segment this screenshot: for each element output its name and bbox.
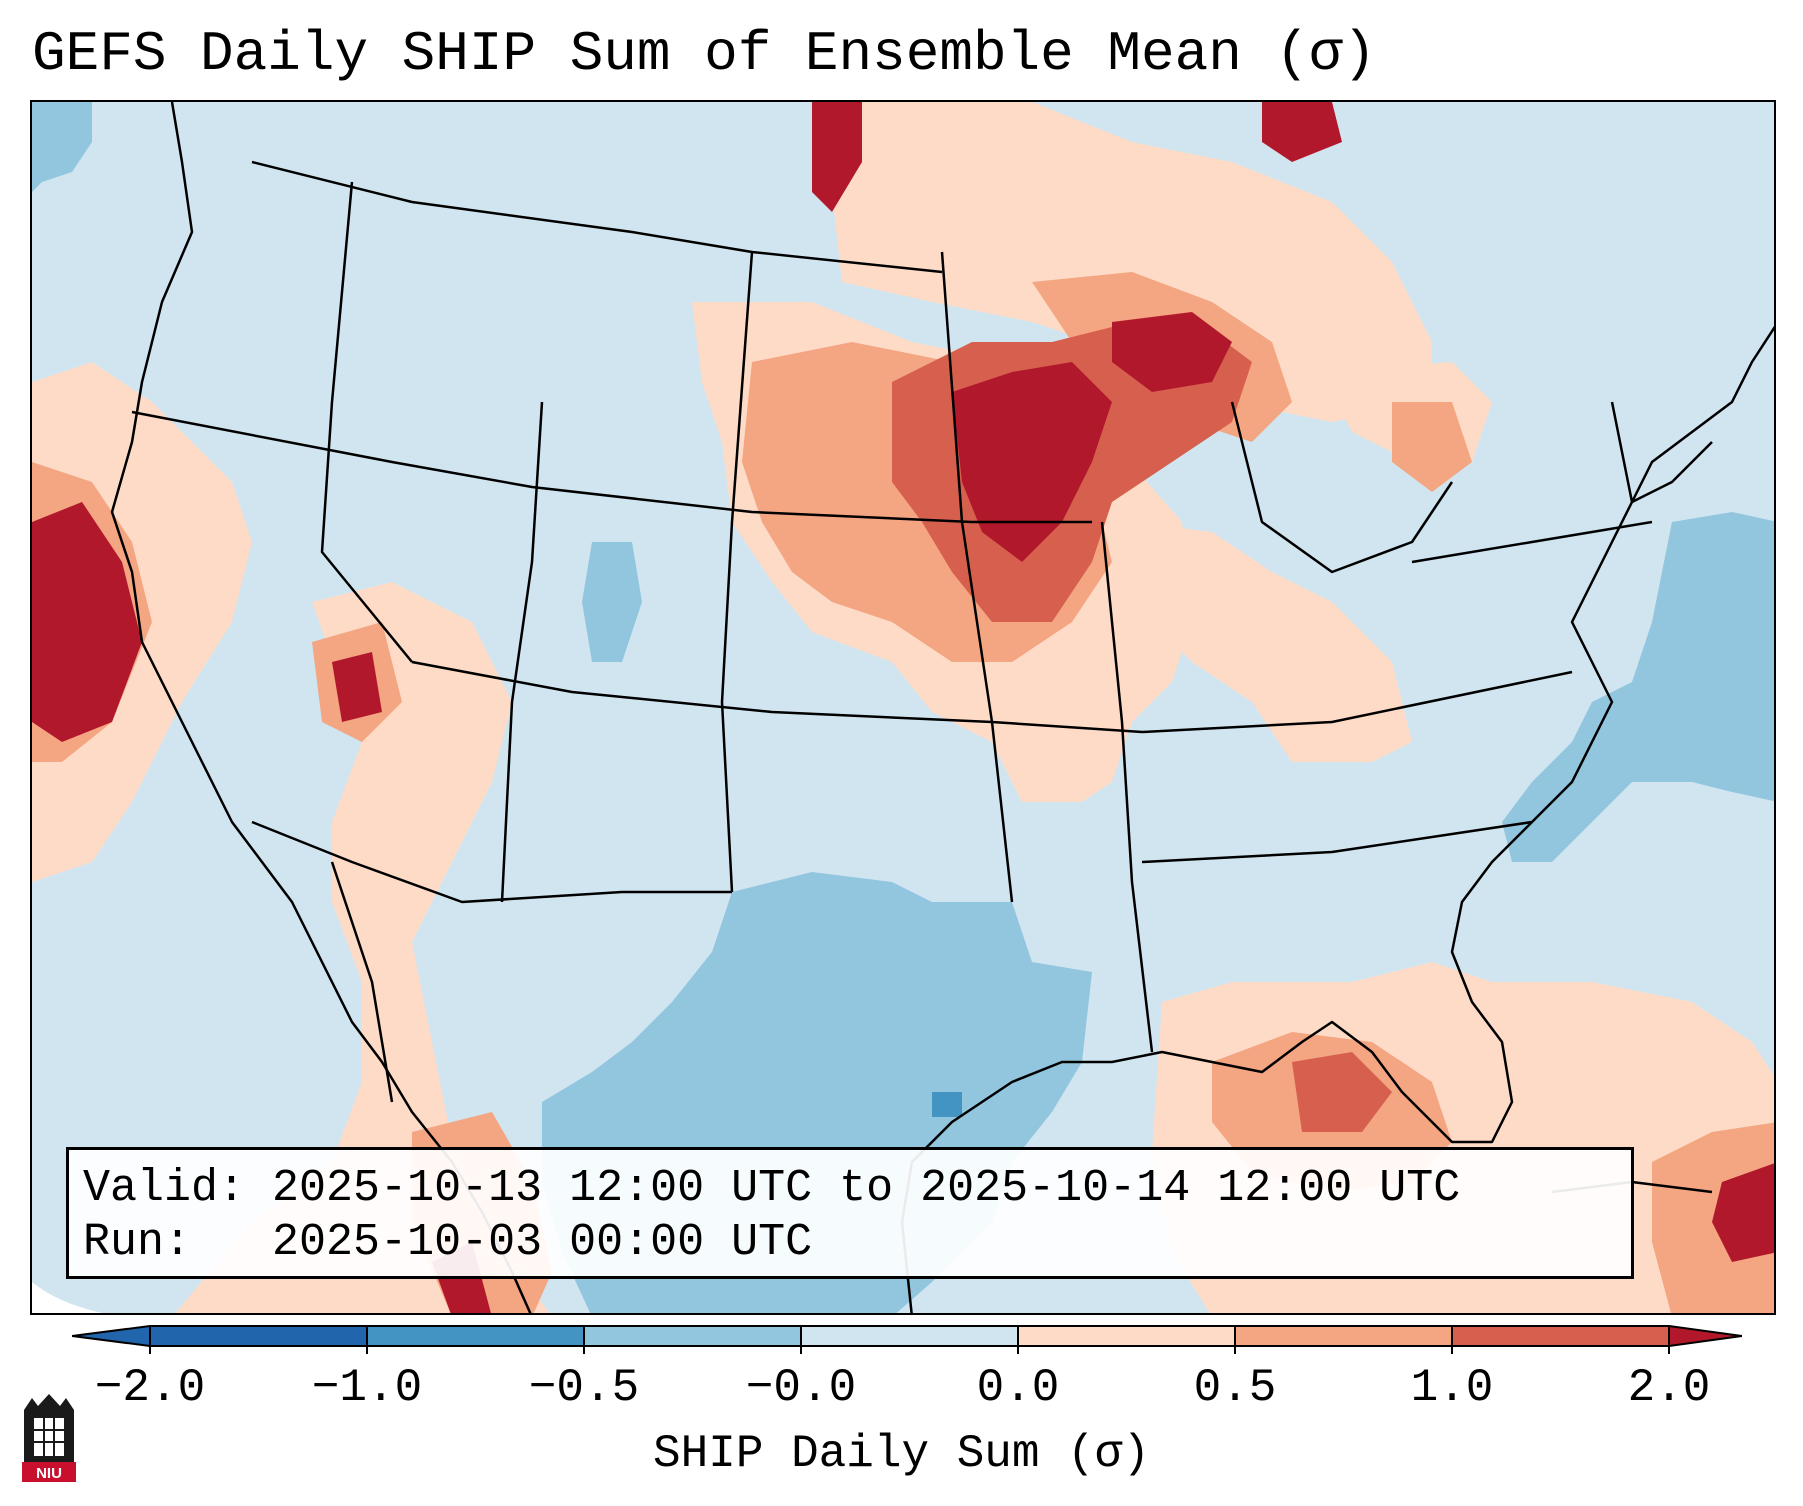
anomaly-core-superior <box>1112 312 1232 392</box>
border-canada <box>251 160 943 274</box>
border-line-11 <box>1411 520 1653 564</box>
anomaly-core-caribbean <box>1712 1163 1774 1262</box>
border-line-5 <box>500 401 544 903</box>
colorbar-segment <box>801 1326 1018 1346</box>
run-label: Run: <box>83 1217 192 1268</box>
valid-line: Valid: 2025-10-13 12:00 UTC to 2025-10-1… <box>83 1162 1631 1216</box>
boundaries <box>110 102 1774 1313</box>
anomaly-region-ontario-strong <box>1392 402 1472 492</box>
colorbar-tick-label: −0.0 <box>745 1362 857 1414</box>
valid-label: Valid: <box>83 1163 246 1214</box>
anomaly-core-ontario-north <box>1262 102 1342 162</box>
anomaly-region-ohio-valley <box>1132 522 1412 762</box>
colorbar-segment <box>1452 1326 1669 1346</box>
colorbar-tick-label: 0.0 <box>976 1362 1060 1414</box>
coastline-pacific <box>110 102 532 1313</box>
map-canvas <box>32 102 1774 1313</box>
great-lakes-outline <box>1230 401 1454 574</box>
border-line-4 <box>320 181 413 663</box>
colorbar-ticks <box>149 1326 1670 1354</box>
colorbar-tick-label: 2.0 <box>1627 1362 1711 1414</box>
chart-title: GEFS Daily SHIP Sum of Ensemble Mean (σ) <box>32 22 1377 86</box>
logo-banner <box>22 1462 76 1482</box>
anomaly-region-caribbean <box>1652 1122 1774 1313</box>
colorbar-extend-left <box>72 1326 150 1346</box>
border-line-7 <box>940 251 1014 903</box>
border-line-10 <box>1141 820 1533 864</box>
colorbar-segment <box>150 1326 367 1346</box>
border-line-2 <box>411 660 1143 734</box>
colorbar-tick-label: −1.0 <box>311 1362 423 1414</box>
anomaly-core-gulf <box>1292 1052 1392 1132</box>
anomaly-blob-atlantic <box>1502 512 1774 862</box>
border-line-6 <box>720 251 754 893</box>
colorbar-label: SHIP Daily Sum (σ) <box>653 1428 1150 1480</box>
colorbar-extend-right <box>1669 1326 1742 1346</box>
colorbar-tick-label: 0.5 <box>1193 1362 1277 1414</box>
projection-edge <box>32 1282 102 1313</box>
border-new-england <box>1610 401 1713 504</box>
colorbar-tick-label: 1.0 <box>1410 1362 1494 1414</box>
run-line: Run: 2025-10-03 00:00 UTC <box>83 1216 1631 1270</box>
border-line-3 <box>251 820 732 904</box>
colorbar-segment <box>584 1326 801 1346</box>
border-line-8 <box>1100 521 1154 1053</box>
anomaly-core-nevada <box>332 652 382 722</box>
anomaly-core-pacific <box>32 502 142 742</box>
colorbar-segment <box>1018 1326 1235 1346</box>
border-line-9 <box>1141 670 1573 734</box>
anomaly-blob-colorado <box>582 542 642 662</box>
niu-logo: NIU <box>22 1394 76 1482</box>
colorbar-segment <box>1235 1326 1452 1346</box>
colorbar-tick-label: −2.0 <box>94 1362 206 1414</box>
anomaly-core-minnesota <box>952 362 1112 562</box>
anomaly-blob-pacific-nw <box>32 102 92 192</box>
anomaly-cell-strong <box>932 1092 962 1117</box>
run-time: 2025-10-03 00:00 UTC <box>272 1217 813 1268</box>
valid-range: 2025-10-13 12:00 UTC to 2025-10-14 12:00… <box>272 1163 1461 1214</box>
colorbar-tick-label: −0.5 <box>528 1362 640 1414</box>
anomaly-core-saskatchewan <box>812 102 862 212</box>
coastline-baja <box>330 861 394 1103</box>
colorbar-segment <box>367 1326 584 1346</box>
field-positive-strong <box>32 102 1774 1313</box>
coastline-gulf-atlantic <box>900 325 1774 1313</box>
border-line-1 <box>131 410 1092 524</box>
anomaly-region-southwest <box>175 582 550 1313</box>
logo-window <box>34 1418 64 1456</box>
map-panel <box>30 100 1776 1315</box>
valid-run-box: Valid: 2025-10-13 12:00 UTC to 2025-10-1… <box>66 1147 1634 1279</box>
logo-window-grid <box>34 1418 64 1456</box>
anomaly-region-north-central <box>822 102 1432 422</box>
logo-text: NIU <box>36 1465 62 1482</box>
colorbar <box>72 1325 1742 1354</box>
